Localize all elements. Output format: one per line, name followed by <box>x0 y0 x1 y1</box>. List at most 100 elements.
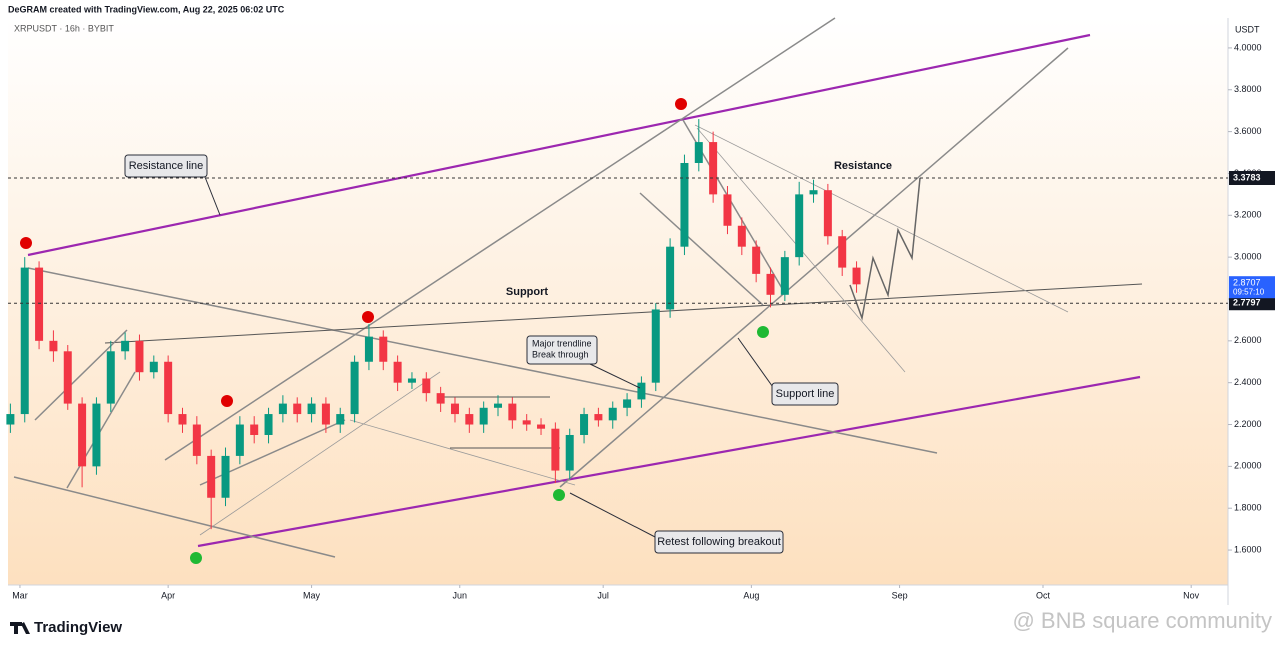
candle-body <box>537 424 546 429</box>
candle-body <box>436 393 445 404</box>
candle-body <box>364 336 373 362</box>
candle-body <box>522 420 531 425</box>
candle-body <box>737 225 746 247</box>
timer: 09:57:10 <box>1233 287 1265 296</box>
price-tag-label: 2.7797 <box>1233 298 1261 308</box>
marker <box>553 489 565 501</box>
candle-body <box>121 340 130 352</box>
watermark: @ BNB square community <box>1012 608 1272 633</box>
marker <box>190 552 202 564</box>
candle-body <box>580 414 589 435</box>
candle-body <box>637 382 646 400</box>
callouts: Resistance line Support Major trendline … <box>124 154 892 554</box>
candle-body <box>35 267 44 341</box>
callout-text: Break through <box>532 349 589 359</box>
marker <box>362 311 374 323</box>
marker <box>757 326 769 338</box>
candle-body <box>723 194 732 226</box>
callout-text: Resistance line <box>129 160 204 172</box>
candle-body <box>594 414 603 421</box>
candle-body <box>666 246 675 310</box>
y-tick-label: 2.6000 <box>1234 335 1262 345</box>
candle-body <box>78 403 87 467</box>
candle-body <box>838 236 847 268</box>
candle-body <box>49 340 58 352</box>
candle-body <box>508 403 517 421</box>
y-tick-label: 3.2000 <box>1234 210 1262 220</box>
candle-body <box>178 414 187 425</box>
candle-body <box>494 403 503 408</box>
callout-text: Retest following breakout <box>657 536 781 548</box>
marker <box>675 98 687 110</box>
trend-line <box>164 17 836 461</box>
x-tick-label: Sep <box>892 590 908 600</box>
label: Support <box>506 286 548 298</box>
candle-body <box>809 190 818 195</box>
candles <box>6 119 861 530</box>
candle-body <box>709 142 718 195</box>
pointer <box>204 176 221 216</box>
candle-body <box>780 257 789 295</box>
candle-body <box>264 414 273 435</box>
candle-body <box>465 414 474 425</box>
x-tick-label: Jul <box>597 590 609 600</box>
candle-body <box>207 455 216 498</box>
candle-body <box>651 309 660 383</box>
trend-line <box>27 267 938 454</box>
price-tag <box>1229 296 1275 311</box>
pointer <box>737 337 776 391</box>
candle-body <box>20 267 29 415</box>
trend-line <box>66 371 136 489</box>
candle-body <box>336 414 345 425</box>
y-tick-label: 2.0000 <box>1234 461 1262 471</box>
candle-body <box>221 455 230 498</box>
logo <box>10 622 30 634</box>
candle-body <box>407 378 416 383</box>
candle-body <box>106 351 115 404</box>
candle-body <box>551 428 560 471</box>
candle-body <box>766 273 775 295</box>
callout-box <box>654 530 784 554</box>
last-price-label: 2.8707 <box>1233 278 1261 288</box>
price-tag-label: 3.3783 <box>1233 172 1261 182</box>
trend-line <box>559 47 1069 488</box>
last-price-tag <box>1229 276 1275 299</box>
candle-body <box>379 336 388 362</box>
pointer <box>589 363 641 389</box>
marker <box>20 237 32 249</box>
candle-body <box>235 424 244 456</box>
candle-body <box>307 403 316 415</box>
candle-body <box>852 267 861 285</box>
marker <box>221 395 233 407</box>
x-tick-label: Mar <box>12 590 28 600</box>
callout-box <box>771 382 839 406</box>
y-tick-label: 1.6000 <box>1234 544 1262 554</box>
y-tick-label: 3.0000 <box>1234 252 1262 262</box>
symbol: XRPUSDT · 16h · BYBIT <box>14 23 114 33</box>
candle-body <box>350 361 359 415</box>
drawings <box>13 17 1143 558</box>
candle-body <box>278 403 287 415</box>
pointer <box>569 492 658 539</box>
candle-body <box>321 403 330 425</box>
y-tick-label: 2.4000 <box>1234 377 1262 387</box>
y-tick-label: 4.0000 <box>1234 42 1262 52</box>
y-tick-label: 2.2000 <box>1234 419 1262 429</box>
trend-line <box>27 33 1091 257</box>
x-tick-label: Jun <box>453 590 468 600</box>
trend-line <box>199 371 441 536</box>
candle-body <box>694 142 703 163</box>
trend-line <box>349 419 576 486</box>
candle-body <box>149 361 158 373</box>
callout-text: Support line <box>776 388 835 400</box>
x-tick-label: Nov <box>1183 590 1200 600</box>
credit: DeGRAM created with TradingView.com, Aug… <box>8 4 285 14</box>
axes: 1.60001.80002.00002.20002.40002.60002.80… <box>8 42 1275 600</box>
trend-line <box>197 375 1141 548</box>
callout-box <box>124 154 208 178</box>
callout-text: Major trendline <box>532 338 592 348</box>
trend-line <box>694 124 1069 313</box>
currency: USDT <box>1235 24 1260 34</box>
candle-body <box>135 340 144 373</box>
